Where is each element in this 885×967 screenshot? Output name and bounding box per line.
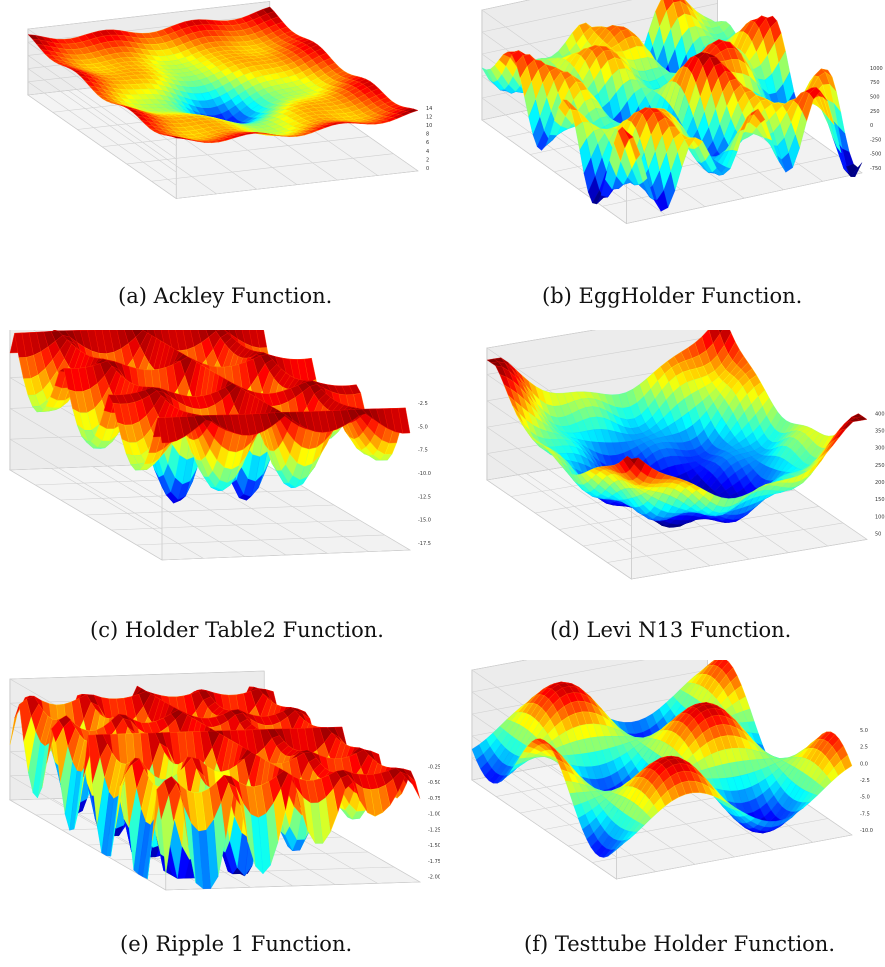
z-tick-label: -0.50 bbox=[428, 780, 440, 786]
surface-mesh bbox=[9, 685, 421, 890]
z-tick-label: -12.5 bbox=[418, 494, 431, 500]
z-tick-label: -1.75 bbox=[428, 859, 440, 865]
caption-f: (f) Testtube Holder Function. bbox=[524, 932, 836, 956]
z-tick-label: -0.25 bbox=[428, 765, 440, 771]
z-tick-label: 750 bbox=[870, 80, 880, 86]
surface-mesh bbox=[9, 330, 411, 504]
z-tick-label: 6 bbox=[426, 140, 429, 146]
z-tick-label: -7.5 bbox=[860, 811, 870, 817]
z-tick-label: 4 bbox=[426, 149, 429, 155]
z-tick-label: -17.5 bbox=[418, 541, 431, 547]
z-tick-label: 12 bbox=[426, 114, 432, 120]
z-tick-label: 150 bbox=[875, 497, 885, 503]
z-tick-label: 250 bbox=[875, 463, 885, 469]
z-tick-label: 250 bbox=[870, 109, 880, 115]
z-tick-label: 0 bbox=[870, 123, 873, 129]
caption-a: (a) Ackley Function. bbox=[118, 284, 333, 308]
ackley-surface-plot: 0 2 4 6 8 10 12 14 bbox=[27, 1, 432, 200]
testtube-holder-surface-plot: -10.0 -7.5 -5.0 -2.5 0.0 2.5 5.0 bbox=[471, 660, 873, 880]
z-tick-label: 5.0 bbox=[860, 728, 868, 734]
z-axis-ticks: -750 -500 -250 0 250 500 750 1000 bbox=[870, 66, 883, 172]
z-tick-label: -250 bbox=[870, 137, 881, 143]
levi-n13-surface-plot: 50 100 150 200 250 300 350 400 bbox=[486, 330, 885, 580]
z-tick-label: -10.0 bbox=[860, 828, 873, 834]
z-tick-label: 400 bbox=[875, 411, 885, 417]
z-tick-label: -2.5 bbox=[860, 778, 870, 784]
ripple1-surface-plot: -2.00 -1.75 -1.50 -1.25 -1.00 -0.75 -0.50 -0.25 bbox=[8, 670, 440, 891]
surface-mesh bbox=[481, 0, 863, 212]
z-tick-label: 200 bbox=[875, 480, 885, 486]
holder-table2-surface-plot: -17.5 -15.0 -12.5 -10.0 -7.5 -5.0 -2.5 bbox=[8, 330, 431, 561]
z-tick-label: 300 bbox=[875, 446, 885, 452]
caption-d: (d) Levi N13 Function. bbox=[550, 618, 792, 642]
z-tick-label: 10 bbox=[426, 123, 432, 129]
z-tick-label: -5.0 bbox=[418, 424, 428, 430]
caption-c: (c) Holder Table2 Function. bbox=[90, 618, 384, 642]
subfigure-d: 50 100 150 200 250 300 350 400 (d) Levi N13 Fun… bbox=[442, 330, 885, 650]
z-tick-label: 14 bbox=[426, 106, 432, 112]
z-tick-label: -7.5 bbox=[418, 448, 428, 454]
subfigure-b: -750 -500 -250 0 250 500 750 1000 (b) EggHolder… bbox=[442, 0, 885, 320]
subfigure-e: -2.00 -1.75 -1.50 -1.25 -1.00 -0.75 -0.50 -0.25… bbox=[0, 660, 440, 967]
z-tick-label: -750 bbox=[870, 166, 881, 172]
z-axis-ticks: -17.5 -15.0 -12.5 -10.0 -7.5 -5.0 -2.5 bbox=[418, 401, 431, 547]
z-axis-ticks: -2.00 -1.75 -1.50 -1.25 -1.00 -0.75 -0.50 -0.25 bbox=[428, 765, 440, 881]
z-tick-label: -15.0 bbox=[418, 518, 431, 524]
z-tick-label: 350 bbox=[875, 429, 885, 435]
z-tick-label: -0.75 bbox=[428, 796, 440, 802]
z-tick-label: 0 bbox=[426, 166, 429, 172]
z-tick-label: -1.25 bbox=[428, 827, 440, 833]
caption-e: (e) Ripple 1 Function. bbox=[120, 932, 353, 956]
z-tick-label: -500 bbox=[870, 152, 881, 158]
z-tick-label: 0.0 bbox=[860, 761, 868, 767]
z-tick-label: -10.0 bbox=[418, 471, 431, 477]
surface-mesh bbox=[27, 6, 419, 143]
z-tick-label: 8 bbox=[426, 132, 429, 138]
subfigure-a: 0 2 4 6 8 10 12 14 (a) Ackley Function. bbox=[0, 0, 440, 320]
z-axis-ticks: 0 2 4 6 8 10 12 14 bbox=[426, 106, 432, 172]
z-tick-label: 500 bbox=[870, 94, 880, 100]
z-tick-label: -1.50 bbox=[428, 843, 440, 849]
z-tick-label: -1.00 bbox=[428, 812, 440, 818]
subfigure-c: -17.5 -15.0 -12.5 -10.0 -7.5 -5.0 -2.5 (c) Hol… bbox=[0, 330, 440, 650]
z-tick-label: 2.5 bbox=[860, 745, 868, 751]
eggholder-surface-plot: -750 -500 -250 0 250 500 750 1000 bbox=[481, 0, 883, 225]
z-tick-label: -2.00 bbox=[428, 875, 440, 881]
subfigure-f: -10.0 -7.5 -5.0 -2.5 0.0 2.5 5.0 (f) Testtube … bbox=[442, 660, 885, 967]
caption-b: (b) EggHolder Function. bbox=[542, 284, 803, 308]
z-axis-ticks: -10.0 -7.5 -5.0 -2.5 0.0 2.5 5.0 bbox=[860, 728, 873, 834]
z-tick-label: 100 bbox=[875, 514, 885, 520]
z-axis-ticks: 50 100 150 200 250 300 350 400 bbox=[875, 411, 885, 537]
z-tick-label: 1000 bbox=[870, 66, 883, 72]
z-tick-label: 2 bbox=[426, 157, 429, 163]
surface-mesh bbox=[486, 330, 868, 528]
z-tick-label: 50 bbox=[875, 531, 881, 537]
z-tick-label: -5.0 bbox=[860, 795, 870, 801]
surface-mesh bbox=[471, 660, 853, 858]
z-tick-label: -2.5 bbox=[418, 401, 428, 407]
